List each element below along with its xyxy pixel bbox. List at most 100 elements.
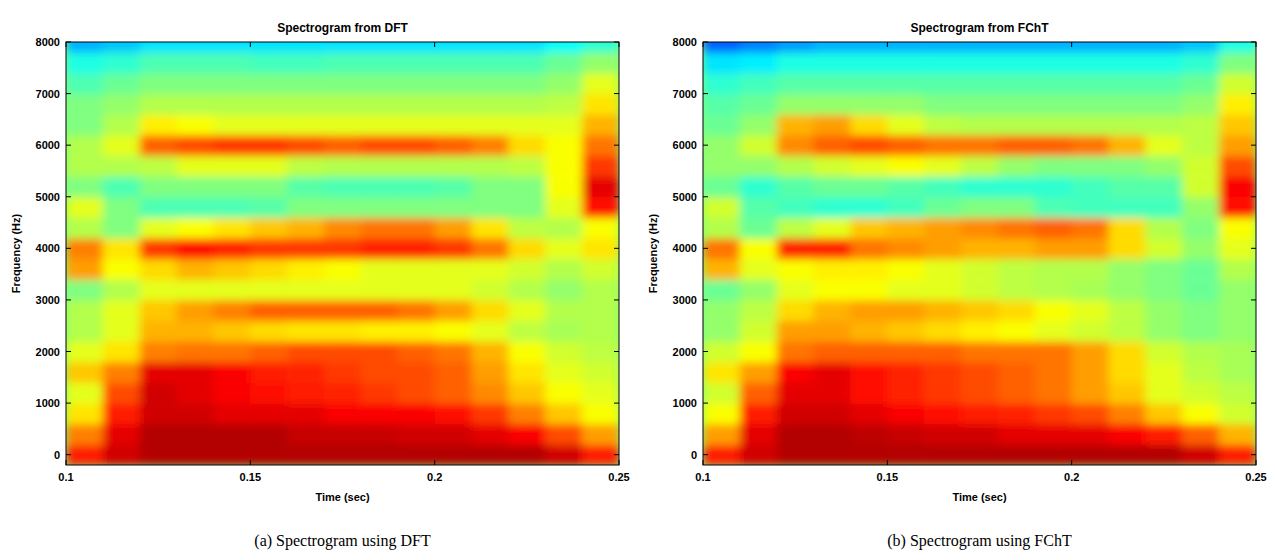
x-tick-label: 0.1	[58, 471, 73, 483]
cell	[213, 94, 250, 115]
cell	[850, 176, 887, 197]
cell	[582, 382, 619, 403]
cell	[961, 217, 998, 238]
cell	[545, 424, 582, 445]
x-tick	[703, 460, 704, 465]
cell	[324, 403, 361, 424]
cell	[435, 259, 472, 280]
cell	[703, 424, 740, 445]
cell	[961, 238, 998, 259]
cell	[850, 341, 887, 362]
cell	[887, 300, 924, 321]
cell	[924, 197, 961, 218]
cell	[740, 424, 777, 445]
y-tick	[66, 351, 71, 352]
cell	[472, 94, 509, 115]
cell	[703, 362, 740, 383]
cell	[1035, 155, 1072, 176]
caption: (b) Spectrogram using FChT	[887, 532, 1072, 550]
cell	[140, 197, 177, 218]
cell	[435, 135, 472, 156]
cell	[472, 382, 509, 403]
cell	[582, 176, 619, 197]
cell	[887, 403, 924, 424]
cell	[1219, 259, 1256, 280]
cell	[924, 444, 961, 465]
cell	[1145, 403, 1182, 424]
cell	[1109, 362, 1146, 383]
cell	[961, 424, 998, 445]
y-tick-label: 6000	[36, 139, 60, 151]
axes-frame	[703, 42, 1256, 465]
cell	[850, 94, 887, 115]
cell	[472, 73, 509, 94]
cell	[740, 114, 777, 135]
cell	[435, 42, 472, 53]
cell	[1145, 341, 1182, 362]
cell	[140, 217, 177, 238]
cell	[998, 73, 1035, 94]
cell	[435, 382, 472, 403]
y-tick	[614, 299, 619, 300]
x-tick	[434, 460, 435, 465]
cell	[703, 52, 740, 73]
cell	[1035, 176, 1072, 197]
cell	[777, 259, 814, 280]
cell	[103, 94, 140, 115]
cell	[1182, 135, 1219, 156]
cell	[545, 73, 582, 94]
cell	[1182, 279, 1219, 300]
cell	[777, 279, 814, 300]
x-tick-label: 0.2	[427, 471, 442, 483]
cell	[361, 52, 398, 73]
cell	[887, 217, 924, 238]
cell	[140, 176, 177, 197]
y-tick-label: 1000	[36, 397, 60, 409]
cell	[961, 259, 998, 280]
cell	[1219, 279, 1256, 300]
cell	[250, 176, 287, 197]
cell	[1035, 238, 1072, 259]
cell	[545, 155, 582, 176]
cell	[1072, 259, 1109, 280]
cell	[582, 114, 619, 135]
cell	[250, 362, 287, 383]
cell	[213, 300, 250, 321]
cell	[508, 176, 545, 197]
cell	[398, 73, 435, 94]
x-tick	[66, 460, 67, 465]
cell	[472, 176, 509, 197]
y-tick-label: 4000	[36, 242, 60, 254]
cell	[582, 341, 619, 362]
cell	[1072, 403, 1109, 424]
cell	[66, 94, 103, 115]
cell	[1145, 424, 1182, 445]
cell	[287, 403, 324, 424]
cell	[887, 42, 924, 53]
y-tick	[66, 93, 71, 94]
cell	[398, 155, 435, 176]
cell	[998, 238, 1035, 259]
cell	[703, 444, 740, 465]
panel: 0.10.150.20.2501000200030004000500060007…	[10, 21, 630, 550]
cell	[508, 94, 545, 115]
cell	[1072, 424, 1109, 445]
x-tick-label: 0.1	[695, 471, 710, 483]
cell	[287, 362, 324, 383]
cell	[850, 114, 887, 135]
cell	[1035, 114, 1072, 135]
cell	[140, 238, 177, 259]
y-tick	[66, 403, 71, 404]
cell	[361, 362, 398, 383]
cell	[103, 176, 140, 197]
cell	[887, 176, 924, 197]
cell	[361, 73, 398, 94]
cell	[998, 197, 1035, 218]
y-tick	[614, 145, 619, 146]
cell	[924, 73, 961, 94]
cell	[582, 321, 619, 342]
cell	[508, 155, 545, 176]
cell	[545, 382, 582, 403]
cell	[998, 321, 1035, 342]
cell	[177, 424, 214, 445]
